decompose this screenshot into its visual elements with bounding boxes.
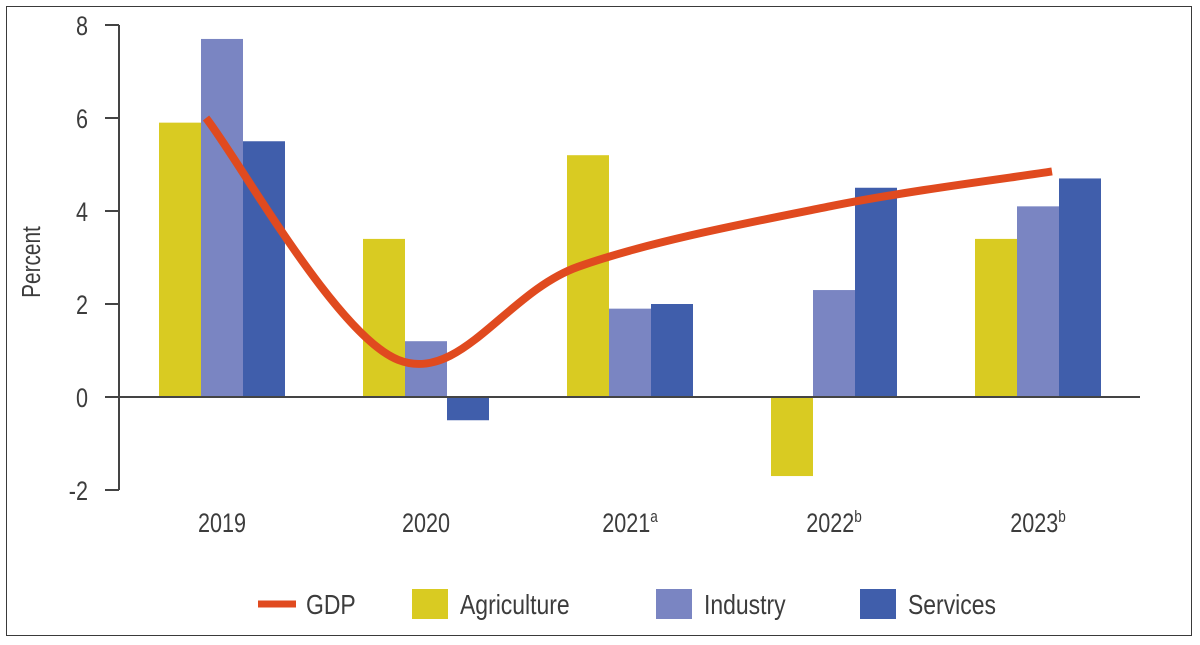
y-tick-label: 4: [76, 198, 88, 228]
bar-services-2021: [651, 304, 693, 397]
bar-agriculture-2022: [771, 397, 813, 477]
bar-industry-2022: [813, 290, 855, 397]
legend-swatch-industry: [656, 589, 692, 619]
bar-services-2022: [855, 187, 897, 397]
bar-agriculture-2021: [567, 155, 609, 397]
chart-frame: [6, 6, 1192, 636]
x-tick-label: 2019: [198, 509, 246, 539]
gdp-line: [202, 115, 1053, 368]
legend-label-agriculture: Agriculture: [460, 590, 570, 621]
y-tick-label: -2: [69, 477, 88, 507]
x-tick-label: 2020: [402, 509, 450, 539]
legend-swatch-agriculture: [412, 589, 448, 619]
bar-industry-2019: [201, 38, 243, 397]
legend-label-industry: Industry: [704, 590, 786, 621]
bar-agriculture-2023: [975, 238, 1017, 397]
bar-services-2023: [1059, 178, 1101, 397]
bar-services-2020: [447, 397, 489, 421]
legend-label-gdp: GDP: [306, 590, 356, 621]
bar-industry-2020: [405, 341, 447, 397]
y-tick-label: 2: [76, 291, 88, 321]
x-tick-label: 2023b: [1010, 508, 1066, 539]
y-tick-label: 0: [76, 384, 88, 414]
y-axis-label: Percent: [17, 226, 46, 298]
bar-industry-2021: [609, 308, 651, 397]
legend-label-services: Services: [908, 590, 996, 621]
bar-agriculture-2020: [363, 238, 405, 397]
bar-industry-2023: [1017, 206, 1059, 397]
y-tick-label: 8: [76, 12, 88, 42]
bar-agriculture-2019: [159, 122, 201, 398]
x-tick-label: 2021a: [602, 508, 658, 539]
legend-swatch-services: [860, 589, 896, 619]
x-tick-label: 2022b: [806, 508, 862, 539]
y-tick-label: 6: [76, 105, 88, 135]
